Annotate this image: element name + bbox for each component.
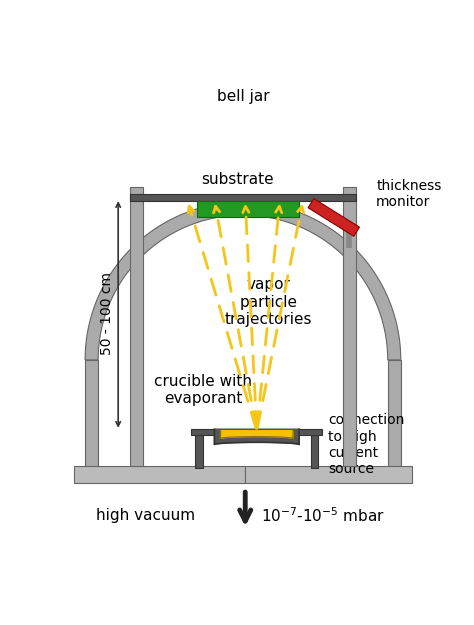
Polygon shape [130, 187, 143, 466]
Text: high vacuum: high vacuum [96, 508, 195, 523]
Text: 10$^{-7}$-10$^{-5}$ mbar: 10$^{-7}$-10$^{-5}$ mbar [261, 506, 385, 525]
Polygon shape [310, 436, 319, 468]
Polygon shape [85, 360, 98, 468]
Text: 50 - 100 cm: 50 - 100 cm [100, 272, 114, 355]
Polygon shape [74, 466, 245, 483]
Polygon shape [85, 202, 401, 360]
Polygon shape [388, 360, 401, 468]
Polygon shape [195, 436, 203, 468]
Text: vapor
particle
trajectories: vapor particle trajectories [225, 278, 312, 327]
Text: bell jar: bell jar [217, 89, 269, 104]
Polygon shape [130, 194, 356, 201]
Text: thickness
monitor: thickness monitor [376, 179, 441, 209]
Polygon shape [220, 431, 293, 439]
Polygon shape [214, 429, 299, 444]
Polygon shape [198, 201, 299, 217]
Polygon shape [191, 429, 322, 436]
Polygon shape [343, 187, 356, 466]
Text: crucible with
evaporant: crucible with evaporant [154, 374, 252, 406]
Polygon shape [245, 466, 411, 483]
Text: substrate: substrate [201, 172, 274, 187]
Text: connection
to high
current
source: connection to high current source [328, 413, 405, 476]
Bar [308, 199, 359, 236]
